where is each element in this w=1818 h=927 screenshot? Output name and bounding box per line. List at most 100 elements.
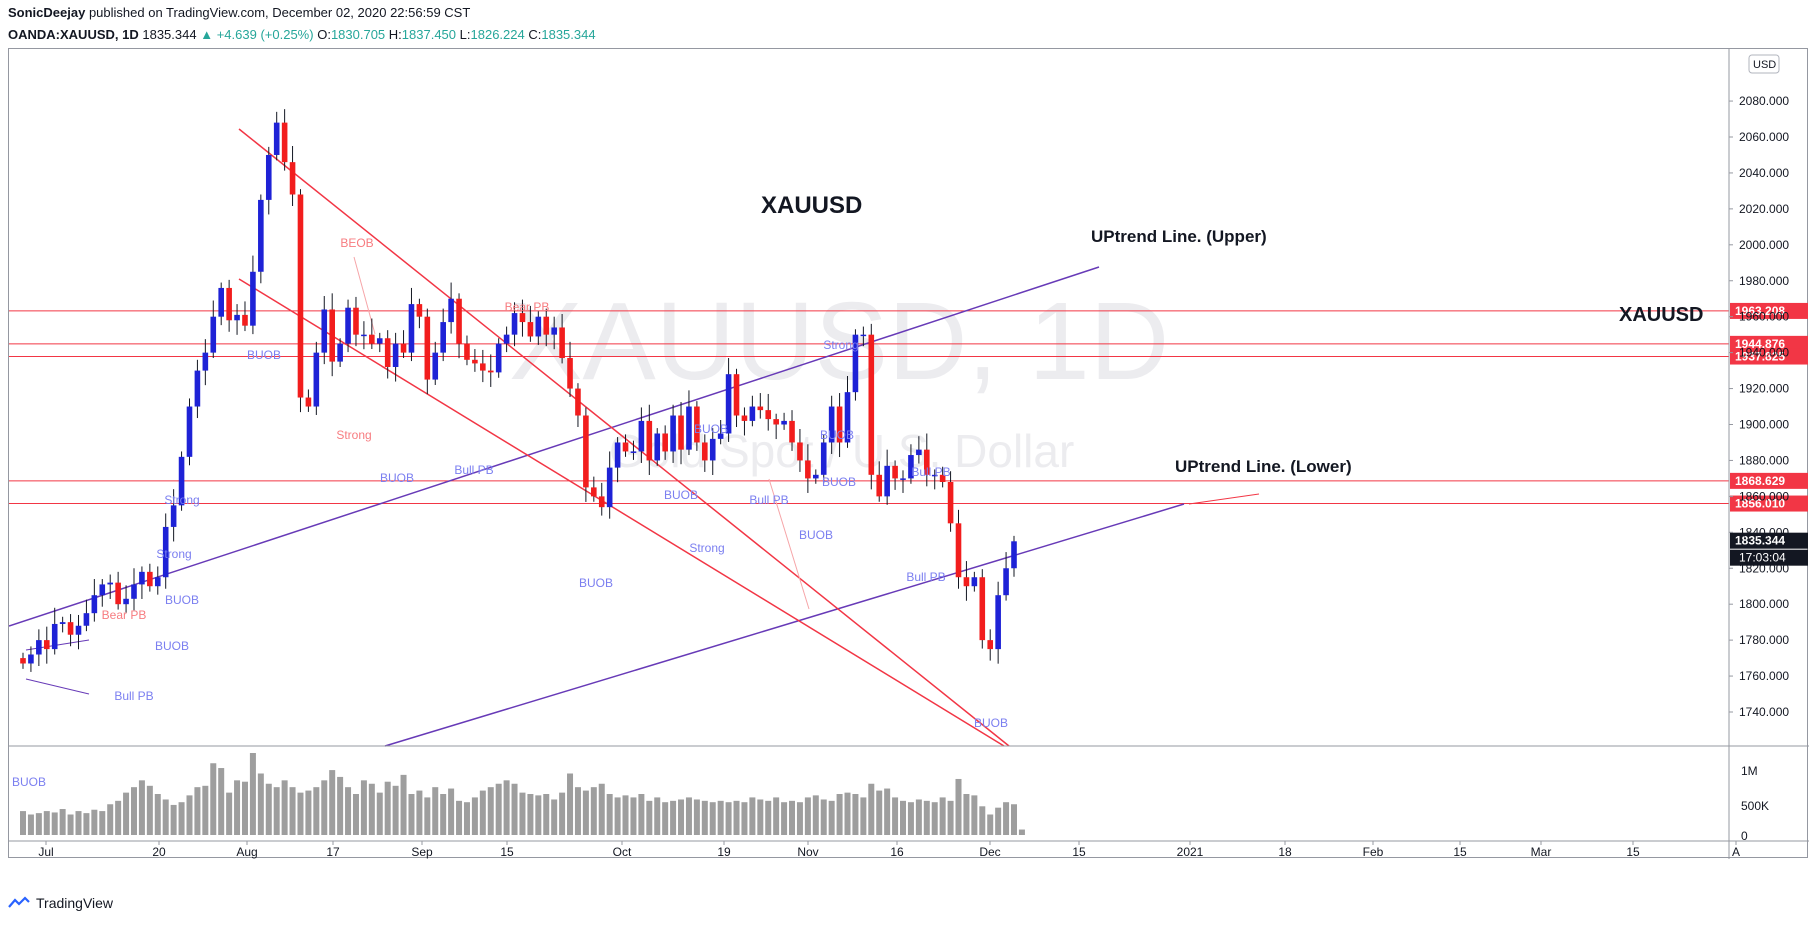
small-trend-line-b[interactable] [25,678,90,695]
candle[interactable] [535,311,542,345]
candle[interactable] [519,299,526,337]
candle[interactable] [281,109,288,171]
candle[interactable] [955,509,962,589]
candle[interactable] [1011,535,1017,577]
candle[interactable] [480,349,486,383]
candle[interactable] [416,298,423,329]
candle[interactable] [686,390,692,456]
candle[interactable] [131,568,137,611]
candle[interactable] [852,329,859,401]
candle[interactable] [781,412,787,430]
candle[interactable] [242,301,248,332]
candle[interactable] [51,607,58,655]
candle[interactable] [440,308,446,362]
candle[interactable] [860,326,867,347]
candle[interactable] [987,629,994,661]
candle[interactable] [202,339,209,386]
candle[interactable] [908,444,914,484]
candle[interactable] [329,293,335,377]
candle[interactable] [305,389,312,412]
candle[interactable] [551,316,557,350]
candle[interactable] [28,646,34,672]
candle[interactable] [43,626,50,664]
candle[interactable] [662,425,668,460]
candle[interactable] [622,434,629,457]
candle[interactable] [567,341,573,398]
candle[interactable] [226,279,232,332]
candle[interactable] [59,616,66,633]
candle[interactable] [353,296,359,347]
candle[interactable] [741,407,748,436]
candle[interactable] [432,341,439,385]
candle[interactable] [995,581,1001,664]
candle[interactable] [361,321,367,350]
channel-line-upper[interactable] [238,128,1010,747]
candle[interactable] [591,476,597,502]
candle[interactable] [876,461,883,502]
candle[interactable] [265,146,272,215]
candle[interactable] [923,433,930,487]
candle[interactable] [702,434,708,472]
candle[interactable] [337,338,343,367]
candle[interactable] [836,393,843,458]
uptrend-line-lower[interactable] [384,503,1185,747]
channel-line-lower[interactable] [238,278,1005,747]
chart-frame[interactable]: XAUUSD, 1D Gold Spot / U.S. Dollar 1963.… [8,48,1809,859]
chart-canvas[interactable]: XAUUSD, 1D Gold Spot / U.S. Dollar 1963.… [9,49,1809,859]
candle[interactable] [273,111,280,161]
candle[interactable] [733,368,740,428]
candle[interactable] [464,335,470,366]
candle[interactable] [297,189,304,413]
candle[interactable] [83,599,90,632]
candle[interactable] [614,437,621,483]
candle[interactable] [979,569,986,649]
candle[interactable] [900,470,906,493]
candle[interactable] [511,302,518,347]
candle[interactable] [678,402,684,465]
candle[interactable] [725,358,732,442]
annotation-lower-trend[interactable]: UPtrend Line. (Lower) [1175,457,1352,476]
candle[interactable] [487,354,494,387]
annotation-upper-trend[interactable]: UPtrend Line. (Upper) [1091,227,1267,246]
footer-brand[interactable]: TradingView [8,895,113,911]
candle[interactable] [424,308,431,395]
candle[interactable] [813,469,819,484]
candle[interactable] [258,194,264,284]
candle[interactable] [495,338,502,378]
candle[interactable] [646,404,653,475]
annotation-title[interactable]: XAUUSD [761,192,862,219]
candle[interactable] [606,451,613,519]
candle[interactable] [884,449,890,505]
candle[interactable] [376,332,383,353]
candle[interactable] [939,466,946,488]
candle[interactable] [717,420,724,445]
candle[interactable] [154,566,161,595]
symbol-label[interactable]: OANDA:XAUUSD, 1D [8,27,139,42]
candle[interactable] [178,451,185,511]
candle[interactable] [527,305,534,342]
candle[interactable] [670,404,676,463]
candle[interactable] [67,614,74,647]
candle[interactable] [971,571,978,592]
candle[interactable] [384,330,391,379]
candle[interactable] [575,383,581,428]
candle[interactable] [186,398,193,466]
candle[interactable] [250,255,256,335]
candle[interactable] [757,393,764,419]
candle[interactable] [107,574,114,599]
candle[interactable] [789,410,795,451]
candle[interactable] [844,375,851,448]
candle[interactable] [170,489,177,542]
candle[interactable] [345,299,351,353]
candle[interactable] [559,313,565,364]
candle[interactable] [448,282,454,334]
channel-extension[interactable] [1188,493,1260,505]
candle[interactable] [583,407,589,502]
candle[interactable] [147,563,153,592]
candle[interactable] [313,341,320,415]
candle[interactable] [694,401,700,451]
candle[interactable] [210,300,217,359]
candle[interactable] [289,145,296,206]
candle[interactable] [472,349,478,372]
candle[interactable] [963,561,970,601]
